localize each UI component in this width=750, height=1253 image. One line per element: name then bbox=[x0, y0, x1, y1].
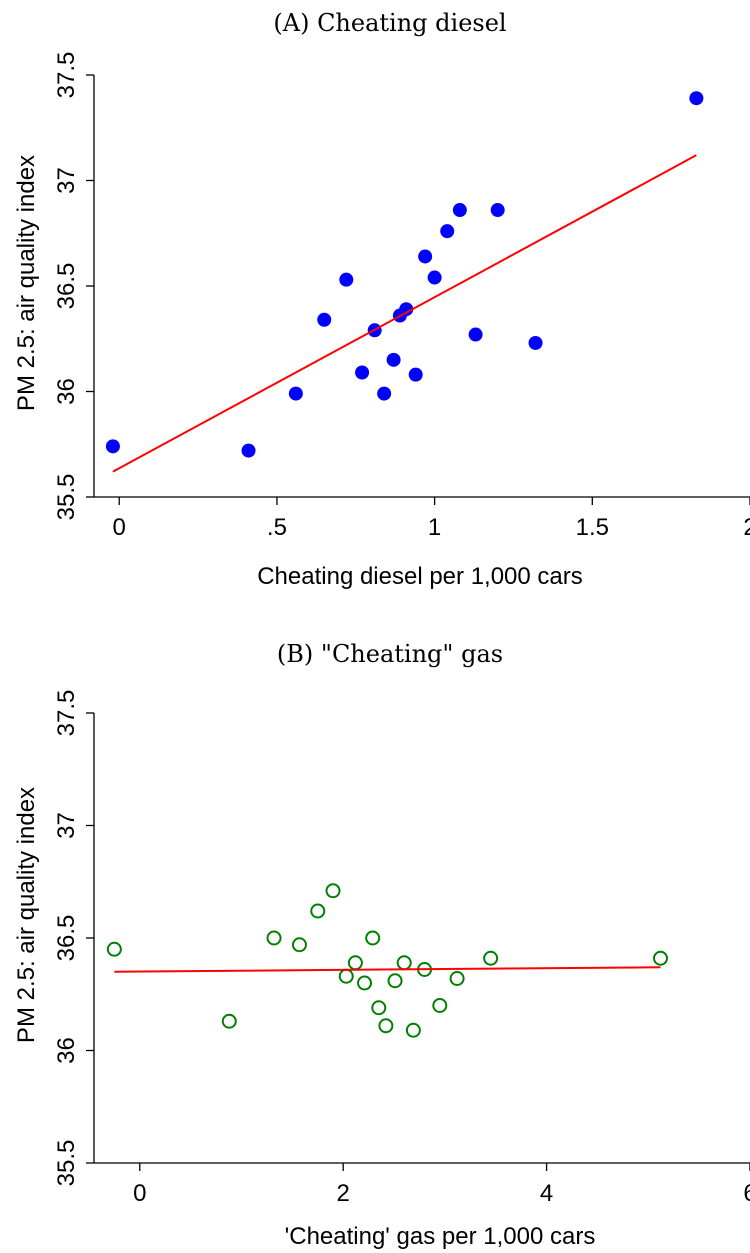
panel-a-y-tick-label: 36 bbox=[53, 378, 80, 405]
panel-a-x-tick-label: 2 bbox=[743, 514, 750, 541]
panel-a-x-tick-label: .5 bbox=[267, 514, 287, 541]
panel-b-y-tick-label: 36 bbox=[53, 1037, 80, 1064]
panel-b-plot-area: 35.5 36 36.5 37 37.5 0 2 4 6 bbox=[53, 690, 750, 1207]
panel-a-x-tick-label: 0 bbox=[113, 514, 126, 541]
panel-a-data-point bbox=[105, 439, 120, 454]
panel-a-y-tick-label: 36.5 bbox=[53, 263, 80, 310]
panel-b-data-point bbox=[310, 903, 326, 919]
panel-a-data-point bbox=[452, 203, 467, 218]
panel-b-x-axis-label: 'Cheating' gas per 1,000 cars bbox=[285, 1223, 596, 1250]
panel-b-title: (B) "Cheating" gas bbox=[277, 640, 503, 668]
panel-b-y-axis-label: PM 2.5: air quality index bbox=[13, 787, 40, 1043]
panel-a-title: (A) Cheating diesel bbox=[273, 9, 506, 37]
panel-a-data-point bbox=[241, 443, 256, 458]
panel-a-plot-area: 35.5 36 36.5 37 37.5 0 .5 1 1.5 2 bbox=[53, 52, 750, 541]
panel-a-data-point bbox=[355, 365, 370, 380]
panel-b: (B) "Cheating" gas 35.53636.53737.50246 … bbox=[13, 640, 750, 1250]
panel-b-y-tick-label: 37.5 bbox=[53, 690, 80, 737]
panel-a: (A) Cheating diesel 35.5 36 36.5 37 37.5 0 .5 1… bbox=[13, 9, 750, 590]
panel-a-data-point bbox=[377, 386, 392, 401]
panel-a-data-point bbox=[440, 224, 455, 239]
panel-a-data-point bbox=[528, 335, 543, 350]
panel-a-data-point bbox=[339, 272, 354, 287]
panel-b-y-tick-label: 36.5 bbox=[53, 915, 80, 962]
panel-a-y-tick-label: 35.5 bbox=[53, 474, 80, 521]
panel-a-data-point bbox=[418, 249, 433, 264]
panel-b-data-point bbox=[338, 968, 354, 984]
panel-b-data-point bbox=[325, 883, 341, 899]
panel-b-data-point bbox=[387, 973, 403, 989]
panel-b-data-point bbox=[396, 955, 412, 971]
panel-a-fit-line bbox=[112, 154, 697, 473]
panel-b-data-point bbox=[291, 937, 307, 953]
panel-b-data-point bbox=[221, 1013, 237, 1029]
panel-a-data-point bbox=[288, 386, 303, 401]
panel-a-x-tick-label: 1 bbox=[428, 514, 441, 541]
panel-b-x-tick-label: 0 bbox=[133, 1180, 146, 1207]
panel-a-data-point bbox=[408, 367, 423, 382]
panel-a-y-tick-label: 37 bbox=[53, 167, 80, 194]
panel-b-data-point bbox=[449, 971, 465, 986]
panel-b-data-point bbox=[357, 975, 373, 991]
panel-a-data-point bbox=[490, 203, 505, 218]
panel-b-data-point bbox=[432, 998, 448, 1013]
panel-b-fit-line bbox=[114, 966, 661, 973]
panel-a-y-tick-label: 37.5 bbox=[53, 52, 80, 99]
panel-b-data-point bbox=[652, 950, 668, 966]
panel-b-data-point bbox=[378, 1018, 394, 1034]
panel-b-y-tick-label: 37 bbox=[53, 812, 80, 839]
panel-b-x-tick-label: 6 bbox=[743, 1180, 750, 1207]
panel-a-data-point bbox=[689, 91, 704, 106]
panel-a-y-axis-label: PM 2.5: air quality index bbox=[13, 155, 40, 411]
panel-a-data-point bbox=[317, 312, 332, 327]
panel-b-data-point bbox=[483, 950, 499, 966]
panel-b-x-tick-label: 4 bbox=[540, 1180, 553, 1207]
panel-b-data-point bbox=[371, 1000, 387, 1016]
panel-b-data-point bbox=[106, 941, 122, 957]
panel-b-y-tick-label: 35.5 bbox=[53, 1140, 80, 1187]
panel-a-data-point bbox=[399, 302, 414, 317]
panel-a-data-point bbox=[468, 327, 483, 342]
panel-b-x-tick-label: 2 bbox=[336, 1180, 349, 1207]
panel-a-data-point bbox=[386, 352, 401, 367]
panel-b-data-point bbox=[347, 955, 363, 971]
panel-b-data-point bbox=[266, 930, 282, 946]
panel-b-data-point bbox=[405, 1022, 421, 1038]
panel-b-data-point bbox=[365, 930, 381, 946]
panel-a-x-tick-label: 1.5 bbox=[576, 514, 609, 541]
panel-a-x-axis-label: Cheating diesel per 1,000 cars bbox=[257, 563, 583, 590]
panel-a-data-point bbox=[427, 270, 442, 285]
